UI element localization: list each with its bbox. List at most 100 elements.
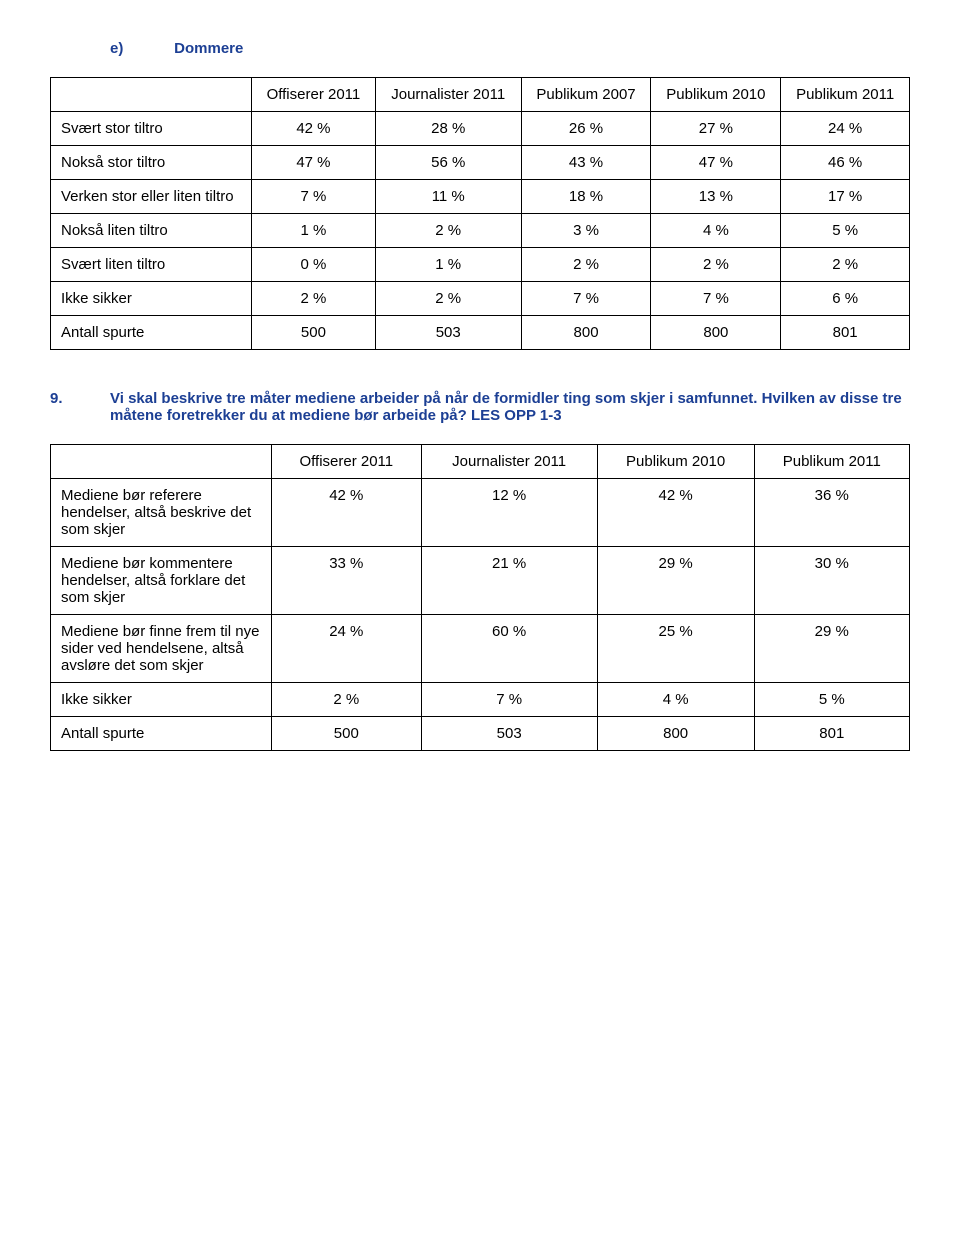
- row-label: Mediene bør kommentere hendelser, altså …: [51, 547, 272, 615]
- cell: 1 %: [375, 248, 521, 282]
- row-label: Svært stor tiltro: [51, 112, 252, 146]
- row-label: Antall spurte: [51, 717, 272, 751]
- header-cell: [51, 445, 272, 479]
- cell: 4 %: [651, 214, 781, 248]
- cell: 42 %: [272, 479, 422, 547]
- cell: 24 %: [272, 615, 422, 683]
- section-heading: e) Dommere: [50, 40, 910, 57]
- cell: 2 %: [375, 282, 521, 316]
- header-cell: Journalister 2011: [375, 78, 521, 112]
- cell: 42 %: [597, 479, 754, 547]
- cell: 500: [252, 316, 376, 350]
- row-label: Mediene bør referere hendelser, altså be…: [51, 479, 272, 547]
- section-letter: e): [110, 40, 170, 57]
- cell: 800: [597, 717, 754, 751]
- header-cell: Publikum 2010: [597, 445, 754, 479]
- table-header-row: Offiserer 2011 Journalister 2011 Publiku…: [51, 78, 910, 112]
- section-title: Dommere: [174, 40, 243, 57]
- question-number: 9.: [50, 390, 110, 424]
- cell: 12 %: [421, 479, 597, 547]
- row-label: Mediene bør finne frem til nye sider ved…: [51, 615, 272, 683]
- table-row: Ikke sikker 2 % 7 % 4 % 5 %: [51, 683, 910, 717]
- cell: 60 %: [421, 615, 597, 683]
- header-cell: [51, 78, 252, 112]
- header-cell: Offiserer 2011: [252, 78, 376, 112]
- cell: 28 %: [375, 112, 521, 146]
- header-cell: Publikum 2010: [651, 78, 781, 112]
- cell: 5 %: [754, 683, 909, 717]
- table-row: Verken stor eller liten tiltro 7 % 11 % …: [51, 180, 910, 214]
- table-dommere: Offiserer 2011 Journalister 2011 Publiku…: [50, 77, 910, 350]
- row-label: Svært liten tiltro: [51, 248, 252, 282]
- cell: 21 %: [421, 547, 597, 615]
- cell: 47 %: [252, 146, 376, 180]
- row-label: Ikke sikker: [51, 683, 272, 717]
- row-label: Nokså liten tiltro: [51, 214, 252, 248]
- row-label: Antall spurte: [51, 316, 252, 350]
- table-mediene: Offiserer 2011 Journalister 2011 Publiku…: [50, 444, 910, 751]
- cell: 2 %: [375, 214, 521, 248]
- cell: 36 %: [754, 479, 909, 547]
- row-label: Nokså stor tiltro: [51, 146, 252, 180]
- cell: 2 %: [521, 248, 651, 282]
- cell: 30 %: [754, 547, 909, 615]
- cell: 2 %: [272, 683, 422, 717]
- cell: 27 %: [651, 112, 781, 146]
- cell: 801: [754, 717, 909, 751]
- cell: 47 %: [651, 146, 781, 180]
- question-text: Vi skal beskrive tre måter mediene arbei…: [110, 390, 910, 424]
- cell: 7 %: [521, 282, 651, 316]
- cell: 5 %: [781, 214, 910, 248]
- cell: 42 %: [252, 112, 376, 146]
- cell: 7 %: [421, 683, 597, 717]
- cell: 503: [375, 316, 521, 350]
- cell: 2 %: [252, 282, 376, 316]
- question-9: 9. Vi skal beskrive tre måter mediene ar…: [50, 390, 910, 424]
- cell: 503: [421, 717, 597, 751]
- cell: 7 %: [651, 282, 781, 316]
- table-row: Antall spurte 500 503 800 801: [51, 717, 910, 751]
- table-row: Mediene bør kommentere hendelser, altså …: [51, 547, 910, 615]
- table-row: Mediene bør finne frem til nye sider ved…: [51, 615, 910, 683]
- table-header-row: Offiserer 2011 Journalister 2011 Publiku…: [51, 445, 910, 479]
- table-row: Mediene bør referere hendelser, altså be…: [51, 479, 910, 547]
- cell: 46 %: [781, 146, 910, 180]
- row-label: Verken stor eller liten tiltro: [51, 180, 252, 214]
- cell: 800: [651, 316, 781, 350]
- cell: 56 %: [375, 146, 521, 180]
- table-row: Ikke sikker 2 % 2 % 7 % 7 % 6 %: [51, 282, 910, 316]
- cell: 13 %: [651, 180, 781, 214]
- table-row: Svært liten tiltro 0 % 1 % 2 % 2 % 2 %: [51, 248, 910, 282]
- header-cell: Offiserer 2011: [272, 445, 422, 479]
- cell: 801: [781, 316, 910, 350]
- cell: 3 %: [521, 214, 651, 248]
- cell: 6 %: [781, 282, 910, 316]
- table-row: Nokså stor tiltro 47 % 56 % 43 % 47 % 46…: [51, 146, 910, 180]
- cell: 1 %: [252, 214, 376, 248]
- cell: 17 %: [781, 180, 910, 214]
- table-row: Antall spurte 500 503 800 800 801: [51, 316, 910, 350]
- cell: 500: [272, 717, 422, 751]
- cell: 29 %: [597, 547, 754, 615]
- header-cell: Journalister 2011: [421, 445, 597, 479]
- cell: 2 %: [781, 248, 910, 282]
- row-label: Ikke sikker: [51, 282, 252, 316]
- cell: 33 %: [272, 547, 422, 615]
- cell: 18 %: [521, 180, 651, 214]
- table-row: Nokså liten tiltro 1 % 2 % 3 % 4 % 5 %: [51, 214, 910, 248]
- cell: 24 %: [781, 112, 910, 146]
- cell: 43 %: [521, 146, 651, 180]
- cell: 29 %: [754, 615, 909, 683]
- cell: 2 %: [651, 248, 781, 282]
- table-row: Svært stor tiltro 42 % 28 % 26 % 27 % 24…: [51, 112, 910, 146]
- header-cell: Publikum 2011: [754, 445, 909, 479]
- cell: 25 %: [597, 615, 754, 683]
- cell: 800: [521, 316, 651, 350]
- header-cell: Publikum 2007: [521, 78, 651, 112]
- cell: 26 %: [521, 112, 651, 146]
- cell: 7 %: [252, 180, 376, 214]
- cell: 4 %: [597, 683, 754, 717]
- cell: 0 %: [252, 248, 376, 282]
- header-cell: Publikum 2011: [781, 78, 910, 112]
- cell: 11 %: [375, 180, 521, 214]
